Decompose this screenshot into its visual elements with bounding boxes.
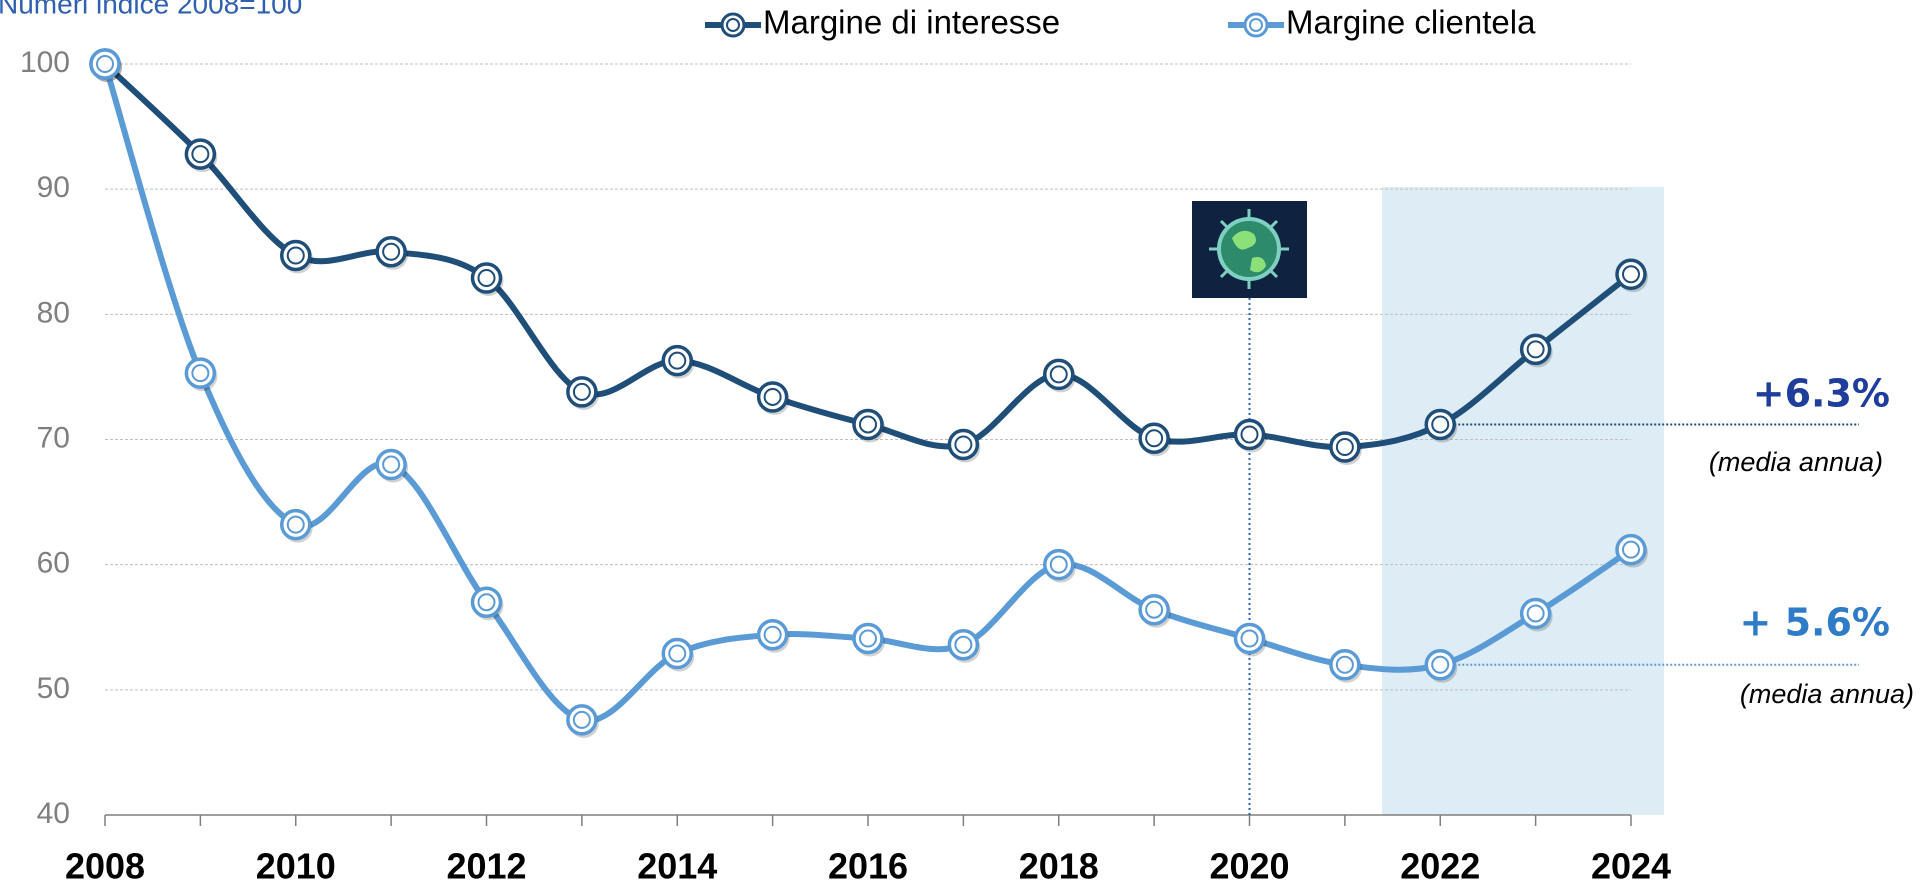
annotation-note: (media annua) [1709, 447, 1883, 477]
x-tick-label: 2008 [65, 846, 145, 883]
marker-inner [669, 353, 685, 369]
marker-inner [669, 646, 685, 662]
x-tick-label: 2010 [256, 846, 336, 883]
annotation: +6.3% [1753, 372, 1890, 416]
marker-inner [383, 244, 399, 260]
y-tick-label: 90 [37, 171, 70, 204]
marker-inner [860, 416, 876, 432]
x-tick-label: 2022 [1400, 846, 1480, 883]
marker-inner [765, 627, 781, 643]
marker-inner [1242, 426, 1258, 442]
marker-inner [479, 594, 495, 610]
x-tick-label: 2016 [828, 846, 908, 883]
marker-inner [1623, 266, 1639, 282]
marker-inner [1623, 542, 1639, 558]
marker-inner [1528, 341, 1544, 357]
marker-inner [955, 637, 971, 653]
marker-inner [1528, 605, 1544, 621]
marker-inner [97, 56, 113, 72]
x-tick-label: 2024 [1591, 846, 1671, 883]
marker-inner [1146, 602, 1162, 618]
marker-inner [192, 365, 208, 381]
marker-inner [1051, 366, 1067, 382]
marker-inner [574, 712, 590, 728]
y-tick-label: 50 [37, 672, 70, 705]
marker-inner [288, 517, 304, 533]
x-tick-label: 2020 [1209, 846, 1289, 883]
marker-inner [192, 146, 208, 162]
annotation-note: (media annua) [1740, 679, 1914, 709]
marker-inner [288, 248, 304, 264]
marker-inner [765, 389, 781, 405]
x-tick-label: 2014 [637, 846, 717, 883]
marker-inner [1337, 657, 1353, 673]
y-tick-label: 60 [37, 547, 70, 580]
marker-inner [1432, 416, 1448, 432]
x-tick-label: 2012 [446, 846, 526, 883]
y-tick-label: 40 [37, 797, 70, 830]
marker-inner [574, 384, 590, 400]
marker-inner [1051, 557, 1067, 573]
legend-marker-inner [1250, 19, 1262, 31]
chart-subtitle: Numeri indice 2008=100 [0, 0, 302, 19]
annotation: + 5.6% [1740, 601, 1890, 645]
marker-inner [1146, 430, 1162, 446]
y-tick-label: 100 [20, 46, 70, 79]
legend-label: Margine di interesse [763, 4, 1060, 41]
x-tick-label: 2018 [1019, 846, 1099, 883]
marker-inner [1432, 657, 1448, 673]
marker-inner [860, 631, 876, 647]
marker-inner [955, 437, 971, 453]
legend-label: Margine clientela [1286, 4, 1536, 41]
marker-inner [479, 270, 495, 286]
marker-inner [1242, 631, 1258, 647]
virus-icon [1192, 201, 1307, 298]
y-tick-label: 80 [37, 296, 70, 329]
y-tick-label: 70 [37, 421, 70, 454]
chart: Numeri indice 2008=100 40 50 60 70 80 90 100 20… [0, 0, 1921, 883]
marker-inner [383, 457, 399, 473]
legend-marker-inner [727, 19, 739, 31]
marker-inner [1337, 439, 1353, 455]
